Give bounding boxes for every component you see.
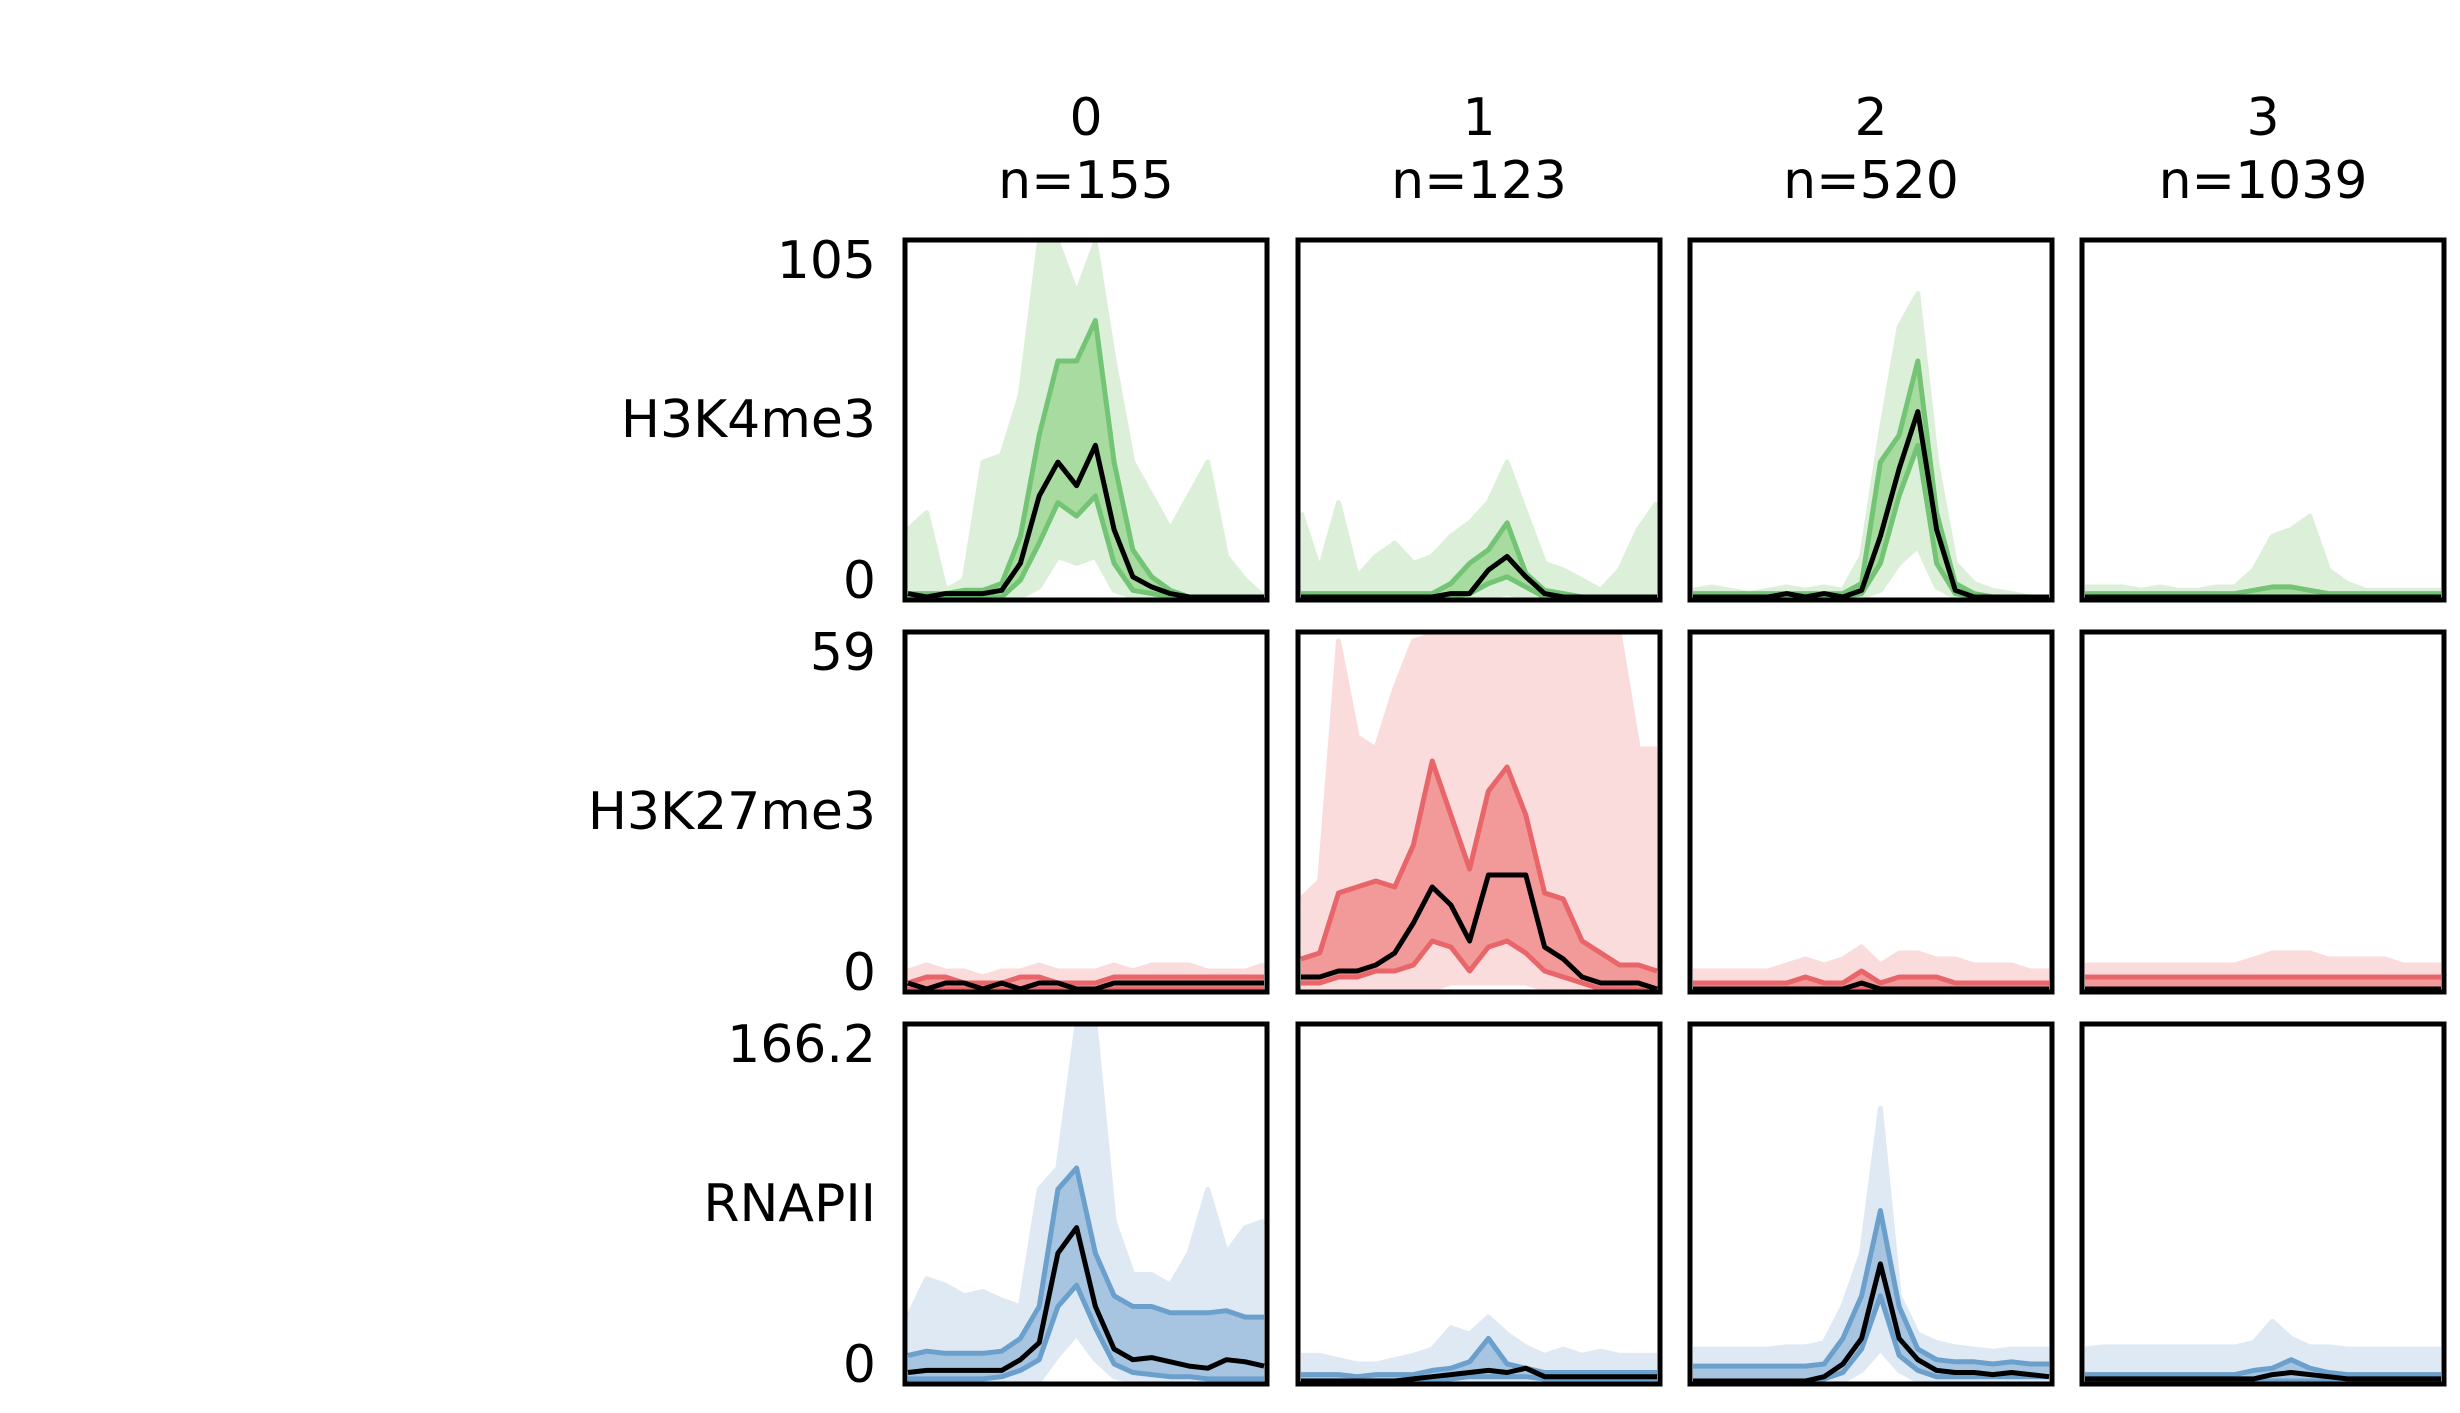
panel-frame [1295, 237, 1663, 603]
outer-band [1301, 462, 1657, 597]
panel-frame [1687, 1021, 2055, 1387]
y-max-tick-label: 166.2 [727, 1015, 876, 1075]
median-line [1693, 1261, 2050, 1384]
inner-band [1301, 522, 1657, 597]
panel-H3K4me3-cluster-3 [2079, 237, 2447, 603]
panel-H3K27me3-cluster-3 [2079, 629, 2447, 995]
y-min-tick-label: 0 [843, 551, 876, 611]
column-header-cluster: 1 [1462, 88, 1495, 148]
p75-line [1693, 968, 2049, 986]
row-mark-label: H3K4me3 [621, 390, 876, 450]
outer-band [1693, 947, 2049, 989]
p90-line [2085, 513, 2441, 593]
panel-frame [2079, 1021, 2447, 1387]
p90-line [905, 1024, 1265, 1319]
median-line [1301, 554, 1657, 600]
p90-line [1693, 944, 2049, 974]
panel-frame [1687, 629, 2055, 995]
column-header-cluster: 2 [1854, 88, 1887, 148]
median-line [2085, 1370, 2441, 1382]
p90-line [907, 962, 1265, 980]
median-line [1693, 980, 2049, 992]
inner-band [1693, 361, 2049, 597]
median-line [907, 1225, 1265, 1375]
panel-frame [1295, 629, 1663, 995]
panel-RNAPII-cluster-0 [902, 1021, 1270, 1387]
p90-line [1299, 632, 1657, 901]
y-min-tick-label: 0 [843, 1335, 876, 1395]
panel-H3K4me3-cluster-0 [902, 237, 1270, 603]
inner-band [908, 320, 1264, 597]
median-line [907, 442, 1264, 600]
panel-frame [1295, 1021, 1663, 1387]
panel-frame [1687, 237, 2055, 603]
median-line [1693, 409, 2049, 600]
p90-line [1298, 459, 1660, 593]
panel-H3K27me3-cluster-0 [902, 629, 1270, 995]
panel-RNAPII-cluster-1 [1295, 1021, 1663, 1387]
y-max-tick-label: 59 [810, 623, 876, 683]
p75-line [1301, 1335, 1657, 1380]
panel-H3K27me3-cluster-1 [1295, 629, 1663, 995]
column-header-count: n=155 [998, 151, 1174, 211]
p90-line [2084, 1318, 2441, 1352]
y-min-tick-label: 0 [843, 943, 876, 1003]
column-header-cluster: 0 [1069, 88, 1102, 148]
p90-line [1693, 1105, 2049, 1354]
p25-line [1301, 938, 1657, 992]
p75-line [2085, 584, 2441, 597]
p75-line [907, 1165, 1264, 1358]
panel-frame [902, 1021, 1270, 1387]
median-line [907, 980, 1264, 992]
inner-band [1301, 1338, 1657, 1381]
column-header-cluster: 3 [2246, 88, 2279, 148]
p25-line [908, 1282, 1264, 1382]
inner-band [1301, 761, 1657, 989]
p90-line [2085, 950, 2441, 968]
column-header-count: n=1039 [2159, 151, 2368, 211]
panel-H3K27me3-cluster-2 [1687, 629, 2055, 995]
p75-line [2085, 1357, 2441, 1378]
p75-line [1693, 1208, 2049, 1369]
panel-frame [2079, 237, 2447, 603]
p75-line [1300, 758, 1658, 974]
panel-frame [902, 237, 1270, 603]
panel-frame [2079, 629, 2447, 995]
outer-band [2085, 1321, 2441, 1381]
panel-RNAPII-cluster-3 [2079, 1021, 2447, 1387]
median-line [1301, 872, 1658, 992]
panel-RNAPII-cluster-2 [1687, 1021, 2055, 1387]
row-mark-label: H3K27me3 [588, 782, 876, 842]
panel-H3K4me3-cluster-2 [1687, 237, 2055, 603]
column-header-count: n=520 [1783, 151, 1959, 211]
y-max-tick-label: 105 [777, 231, 876, 291]
row-mark-label: RNAPII [703, 1174, 876, 1234]
p90-line [1301, 1314, 1657, 1367]
column-header-count: n=123 [1391, 151, 1567, 211]
median-line [1301, 1365, 1657, 1384]
panel-frame [902, 629, 1270, 995]
p90-line [906, 240, 1266, 599]
panel-H3K4me3-cluster-1 [1295, 237, 1663, 603]
inner-band [2085, 977, 2441, 989]
